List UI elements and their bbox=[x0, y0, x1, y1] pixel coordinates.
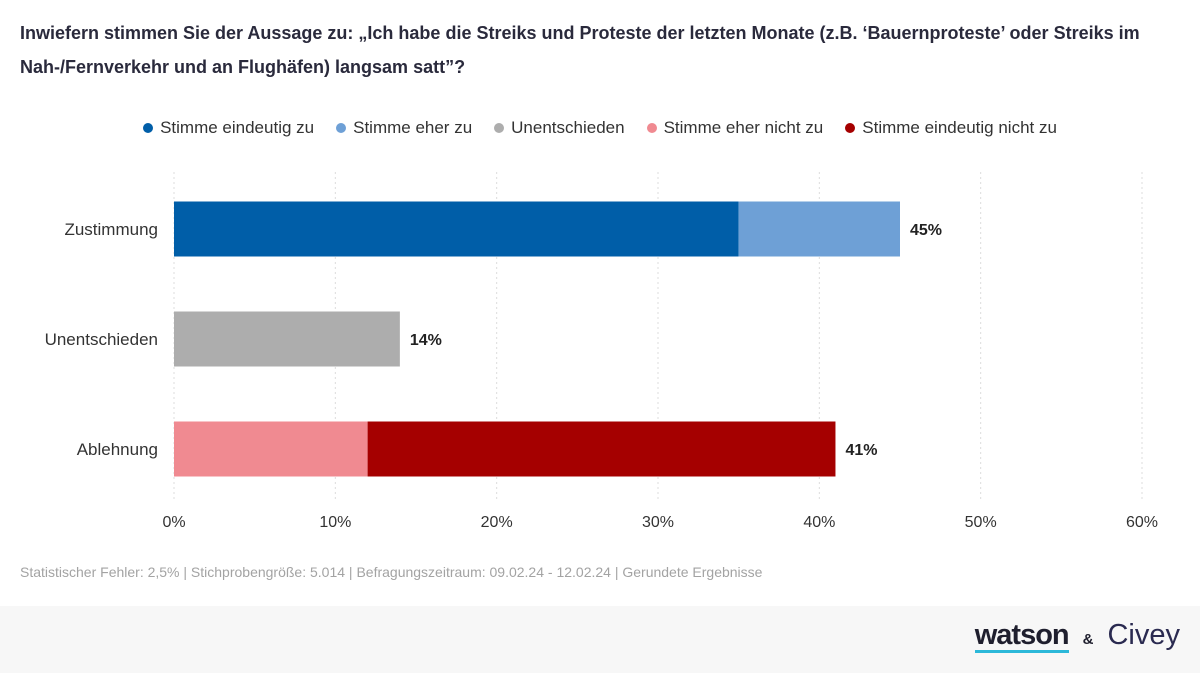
bar-segment bbox=[174, 421, 368, 477]
bar-segment bbox=[174, 311, 400, 367]
x-tick-label: 40% bbox=[803, 514, 835, 531]
x-tick-label: 10% bbox=[319, 514, 351, 531]
x-tick-label: 0% bbox=[162, 514, 185, 531]
x-tick-label: 20% bbox=[481, 514, 513, 531]
legend-dot-icon bbox=[494, 123, 505, 133]
x-tick-label: 30% bbox=[642, 514, 674, 531]
legend-item: Stimme eindeutig nicht zu bbox=[845, 118, 1057, 138]
legend-item: Unentschieden bbox=[494, 118, 625, 138]
data-label: 45% bbox=[910, 222, 942, 239]
legend-label: Stimme eindeutig nicht zu bbox=[862, 118, 1057, 137]
bar-segment bbox=[367, 421, 836, 477]
legend-dot-icon bbox=[336, 123, 347, 133]
legend-dot-icon bbox=[143, 123, 154, 133]
legend-label: Stimme eher nicht zu bbox=[663, 118, 824, 137]
legend-item: Stimme eher nicht zu bbox=[646, 118, 824, 138]
legend: Stimme eindeutig zu Stimme eher zu Unentsc… bbox=[0, 118, 1200, 138]
data-label: 14% bbox=[410, 332, 442, 349]
legend-dot-icon bbox=[845, 123, 856, 133]
legend-label: Stimme eindeutig zu bbox=[160, 118, 315, 137]
civey-logo: Civey bbox=[1107, 619, 1180, 651]
bar-segment bbox=[174, 201, 739, 257]
chart-title: Inwiefern stimmen Sie der Aussage zu: „I… bbox=[20, 23, 1140, 77]
legend-item: Stimme eher zu bbox=[336, 118, 472, 138]
x-tick-label: 50% bbox=[965, 514, 997, 531]
legend-label: Stimme eher zu bbox=[353, 118, 473, 137]
legend-label: Unentschieden bbox=[511, 118, 625, 137]
legend-item: Stimme eindeutig zu bbox=[143, 118, 314, 138]
chart-area: 0% 10% 20% 30% 40% 50% 60% Zustimmung 45% Unentsc… bbox=[45, 172, 1158, 531]
watson-logo: watson bbox=[974, 619, 1070, 653]
footnote: Statistischer Fehler: 2,5% | Stichproben… bbox=[20, 564, 763, 580]
category-label: Unentschieden bbox=[45, 330, 158, 349]
legend-dot-icon bbox=[646, 123, 657, 133]
data-label: 41% bbox=[845, 442, 877, 459]
category-label: Zustimmung bbox=[64, 220, 158, 239]
bar-segment bbox=[738, 201, 900, 257]
brand-bar: watson & Civey bbox=[0, 606, 1200, 673]
brand-ampersand: & bbox=[1082, 631, 1094, 648]
category-label: Ablehnung bbox=[77, 440, 158, 459]
brand-logos: watson & Civey bbox=[974, 619, 1180, 653]
x-tick-label: 60% bbox=[1126, 514, 1158, 531]
